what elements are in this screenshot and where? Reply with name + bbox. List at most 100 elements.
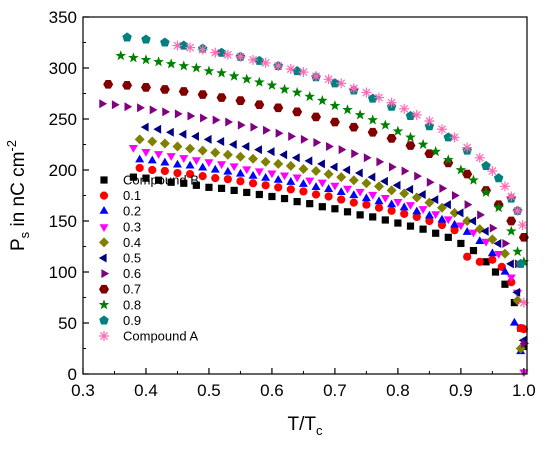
data-point bbox=[363, 153, 372, 163]
data-point bbox=[449, 207, 460, 218]
data-point bbox=[141, 34, 151, 44]
data-point bbox=[462, 227, 472, 235]
data-point bbox=[148, 165, 157, 175]
data-point bbox=[286, 177, 296, 185]
data-point bbox=[506, 191, 517, 202]
legend-label: 0.1 bbox=[123, 188, 141, 203]
data-point bbox=[304, 156, 313, 166]
data-point bbox=[405, 184, 414, 194]
data-point bbox=[298, 179, 308, 187]
data-point bbox=[298, 67, 309, 78]
data-point bbox=[286, 185, 295, 194]
data-point bbox=[399, 103, 410, 114]
data-point bbox=[367, 114, 379, 125]
data-point bbox=[165, 127, 174, 137]
data-point bbox=[153, 56, 164, 67]
data-point bbox=[291, 153, 300, 163]
legend-entry: 0.5 bbox=[98, 251, 141, 266]
legend-marker bbox=[99, 331, 109, 341]
data-point bbox=[502, 238, 511, 248]
data-point bbox=[103, 79, 114, 89]
data-point bbox=[463, 252, 472, 261]
data-point bbox=[124, 102, 133, 112]
legend-marker bbox=[101, 269, 110, 279]
data-point bbox=[464, 200, 473, 210]
data-point bbox=[493, 202, 504, 213]
x-axis-title: T/Tc bbox=[288, 414, 324, 438]
legend-label: 0.9 bbox=[123, 313, 141, 328]
y-axis-title-sup: -2 bbox=[4, 140, 19, 152]
data-point bbox=[354, 109, 366, 120]
y-tick-label: 50 bbox=[58, 314, 77, 333]
data-point bbox=[430, 146, 442, 157]
data-point bbox=[387, 206, 396, 215]
data-point bbox=[237, 120, 246, 130]
data-point bbox=[153, 124, 162, 134]
series-5 bbox=[140, 122, 527, 345]
data-point bbox=[468, 229, 478, 238]
data-point bbox=[192, 181, 200, 189]
data-point bbox=[279, 83, 290, 94]
data-point bbox=[499, 181, 510, 192]
data-point bbox=[487, 166, 498, 177]
data-point bbox=[210, 147, 221, 158]
data-point bbox=[424, 116, 435, 127]
data-point bbox=[361, 193, 371, 202]
data-point bbox=[129, 173, 137, 181]
data-point bbox=[166, 153, 176, 161]
data-point bbox=[172, 141, 183, 152]
y-axis-title-rest: in nC cm bbox=[8, 152, 29, 232]
data-point bbox=[280, 172, 290, 181]
data-point bbox=[443, 132, 454, 142]
data-point bbox=[419, 225, 427, 233]
data-point bbox=[349, 198, 358, 207]
data-point bbox=[235, 51, 246, 62]
legend-entry: 0.1 bbox=[99, 188, 141, 203]
data-point bbox=[141, 149, 151, 157]
data-point bbox=[442, 154, 454, 165]
data-point bbox=[369, 213, 377, 221]
data-point bbox=[510, 299, 518, 307]
data-point bbox=[480, 226, 489, 236]
data-point bbox=[266, 79, 278, 90]
data-point bbox=[216, 136, 225, 146]
legend-label: 0.6 bbox=[123, 266, 141, 281]
data-point bbox=[361, 87, 372, 98]
legend-entry: 0.3 bbox=[99, 219, 141, 234]
x-tick-label: 0.7 bbox=[323, 381, 347, 400]
data-point bbox=[204, 159, 214, 168]
data-point bbox=[174, 109, 183, 119]
data-point bbox=[241, 142, 250, 152]
data-point bbox=[298, 163, 309, 174]
data-point bbox=[203, 134, 212, 144]
data-point bbox=[203, 65, 215, 76]
data-point bbox=[412, 206, 422, 215]
legend-entry: 0.6 bbox=[101, 266, 141, 281]
data-point bbox=[191, 157, 201, 165]
data-point bbox=[135, 163, 144, 173]
data-point bbox=[342, 165, 351, 175]
data-point bbox=[305, 177, 315, 186]
data-point bbox=[255, 190, 263, 199]
data-point bbox=[331, 205, 339, 213]
data-point bbox=[462, 216, 473, 226]
data-point bbox=[230, 186, 238, 194]
data-point bbox=[399, 202, 409, 211]
data-point bbox=[159, 85, 170, 94]
data-point bbox=[493, 238, 502, 248]
legend-entry: 0.8 bbox=[98, 297, 141, 312]
data-point bbox=[512, 287, 521, 297]
data-point bbox=[329, 100, 341, 111]
data-point bbox=[160, 166, 169, 176]
data-point bbox=[162, 107, 171, 117]
data-point bbox=[338, 145, 347, 155]
data-point bbox=[197, 145, 208, 156]
data-point bbox=[443, 158, 454, 168]
data-point bbox=[128, 144, 138, 153]
legend-label: 0.2 bbox=[123, 204, 141, 219]
data-point bbox=[499, 248, 510, 259]
data-point bbox=[280, 194, 289, 203]
data-point bbox=[329, 162, 338, 172]
data-point bbox=[167, 178, 175, 186]
data-point bbox=[374, 203, 384, 212]
